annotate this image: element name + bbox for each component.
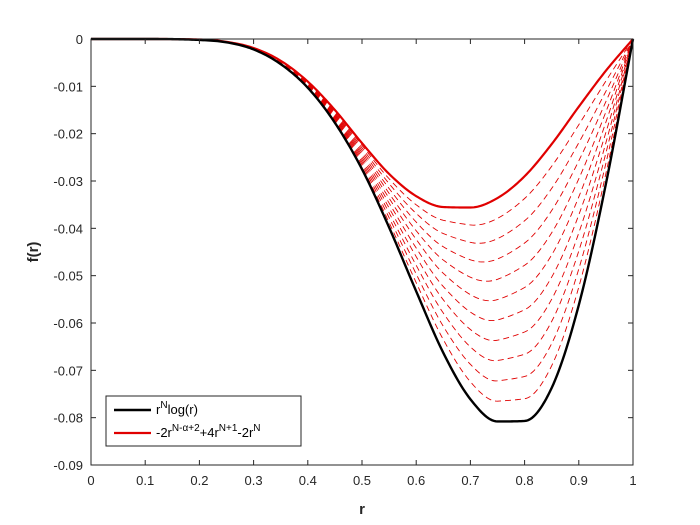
y-tick-label: -0.07 [53, 363, 83, 378]
legend-box [105, 395, 302, 447]
x-axis-label: r [359, 501, 365, 518]
x-tick-label: 0.4 [299, 473, 317, 488]
intermediate-curve [91, 38, 634, 322]
x-tick-label: 1 [629, 473, 636, 488]
y-tick-label: 0 [76, 32, 83, 47]
x-tick-label: 0.9 [570, 473, 588, 488]
y-tick-label: -0.04 [53, 221, 83, 236]
x-tick-label: 0.6 [407, 473, 425, 488]
y-tick-label: -0.05 [53, 269, 83, 284]
series-line-black [91, 37, 635, 423]
y-tick-label: -0.03 [53, 174, 83, 189]
curves-layer [91, 37, 635, 423]
y-tick-label: -0.02 [53, 127, 83, 142]
x-tick-label: 0.5 [353, 473, 371, 488]
y-tick-label: -0.06 [53, 316, 83, 331]
intermediate-curve [91, 38, 634, 226]
intermediate-curve [91, 38, 634, 244]
x-tick-label: 0.3 [245, 473, 263, 488]
axes-layer: 0 0.1 0.2 0.3 0.4 0.5 0.6 0.7 0.8 0.9 1 0 -0.01 -0.02… [53, 32, 636, 488]
y-axis-label: f(r) [25, 242, 42, 263]
series-line-red [91, 37, 634, 209]
intermediate-curve [91, 38, 634, 342]
intermediate-curve [91, 38, 634, 362]
x-tick-label: 0.8 [516, 473, 534, 488]
intermediate-curve [91, 38, 634, 263]
y-tick-label: -0.09 [53, 458, 83, 473]
x-tick-label: 0.7 [461, 473, 479, 488]
x-tick-label: 0.2 [190, 473, 208, 488]
x-tick-label: 0.1 [136, 473, 154, 488]
y-tick-label: -0.08 [53, 411, 83, 426]
x-tick-label: 0 [87, 473, 94, 488]
y-tick-label: -0.01 [53, 79, 83, 94]
legend: rNlog(r) -2rN-α+2+4rN+1-2rN [105, 395, 302, 447]
intermediate-curve [91, 38, 634, 402]
legend-label-black: rNlog(r) [156, 400, 198, 417]
legend-label-red: -2rN-α+2+4rN+1-2rN [156, 423, 261, 440]
